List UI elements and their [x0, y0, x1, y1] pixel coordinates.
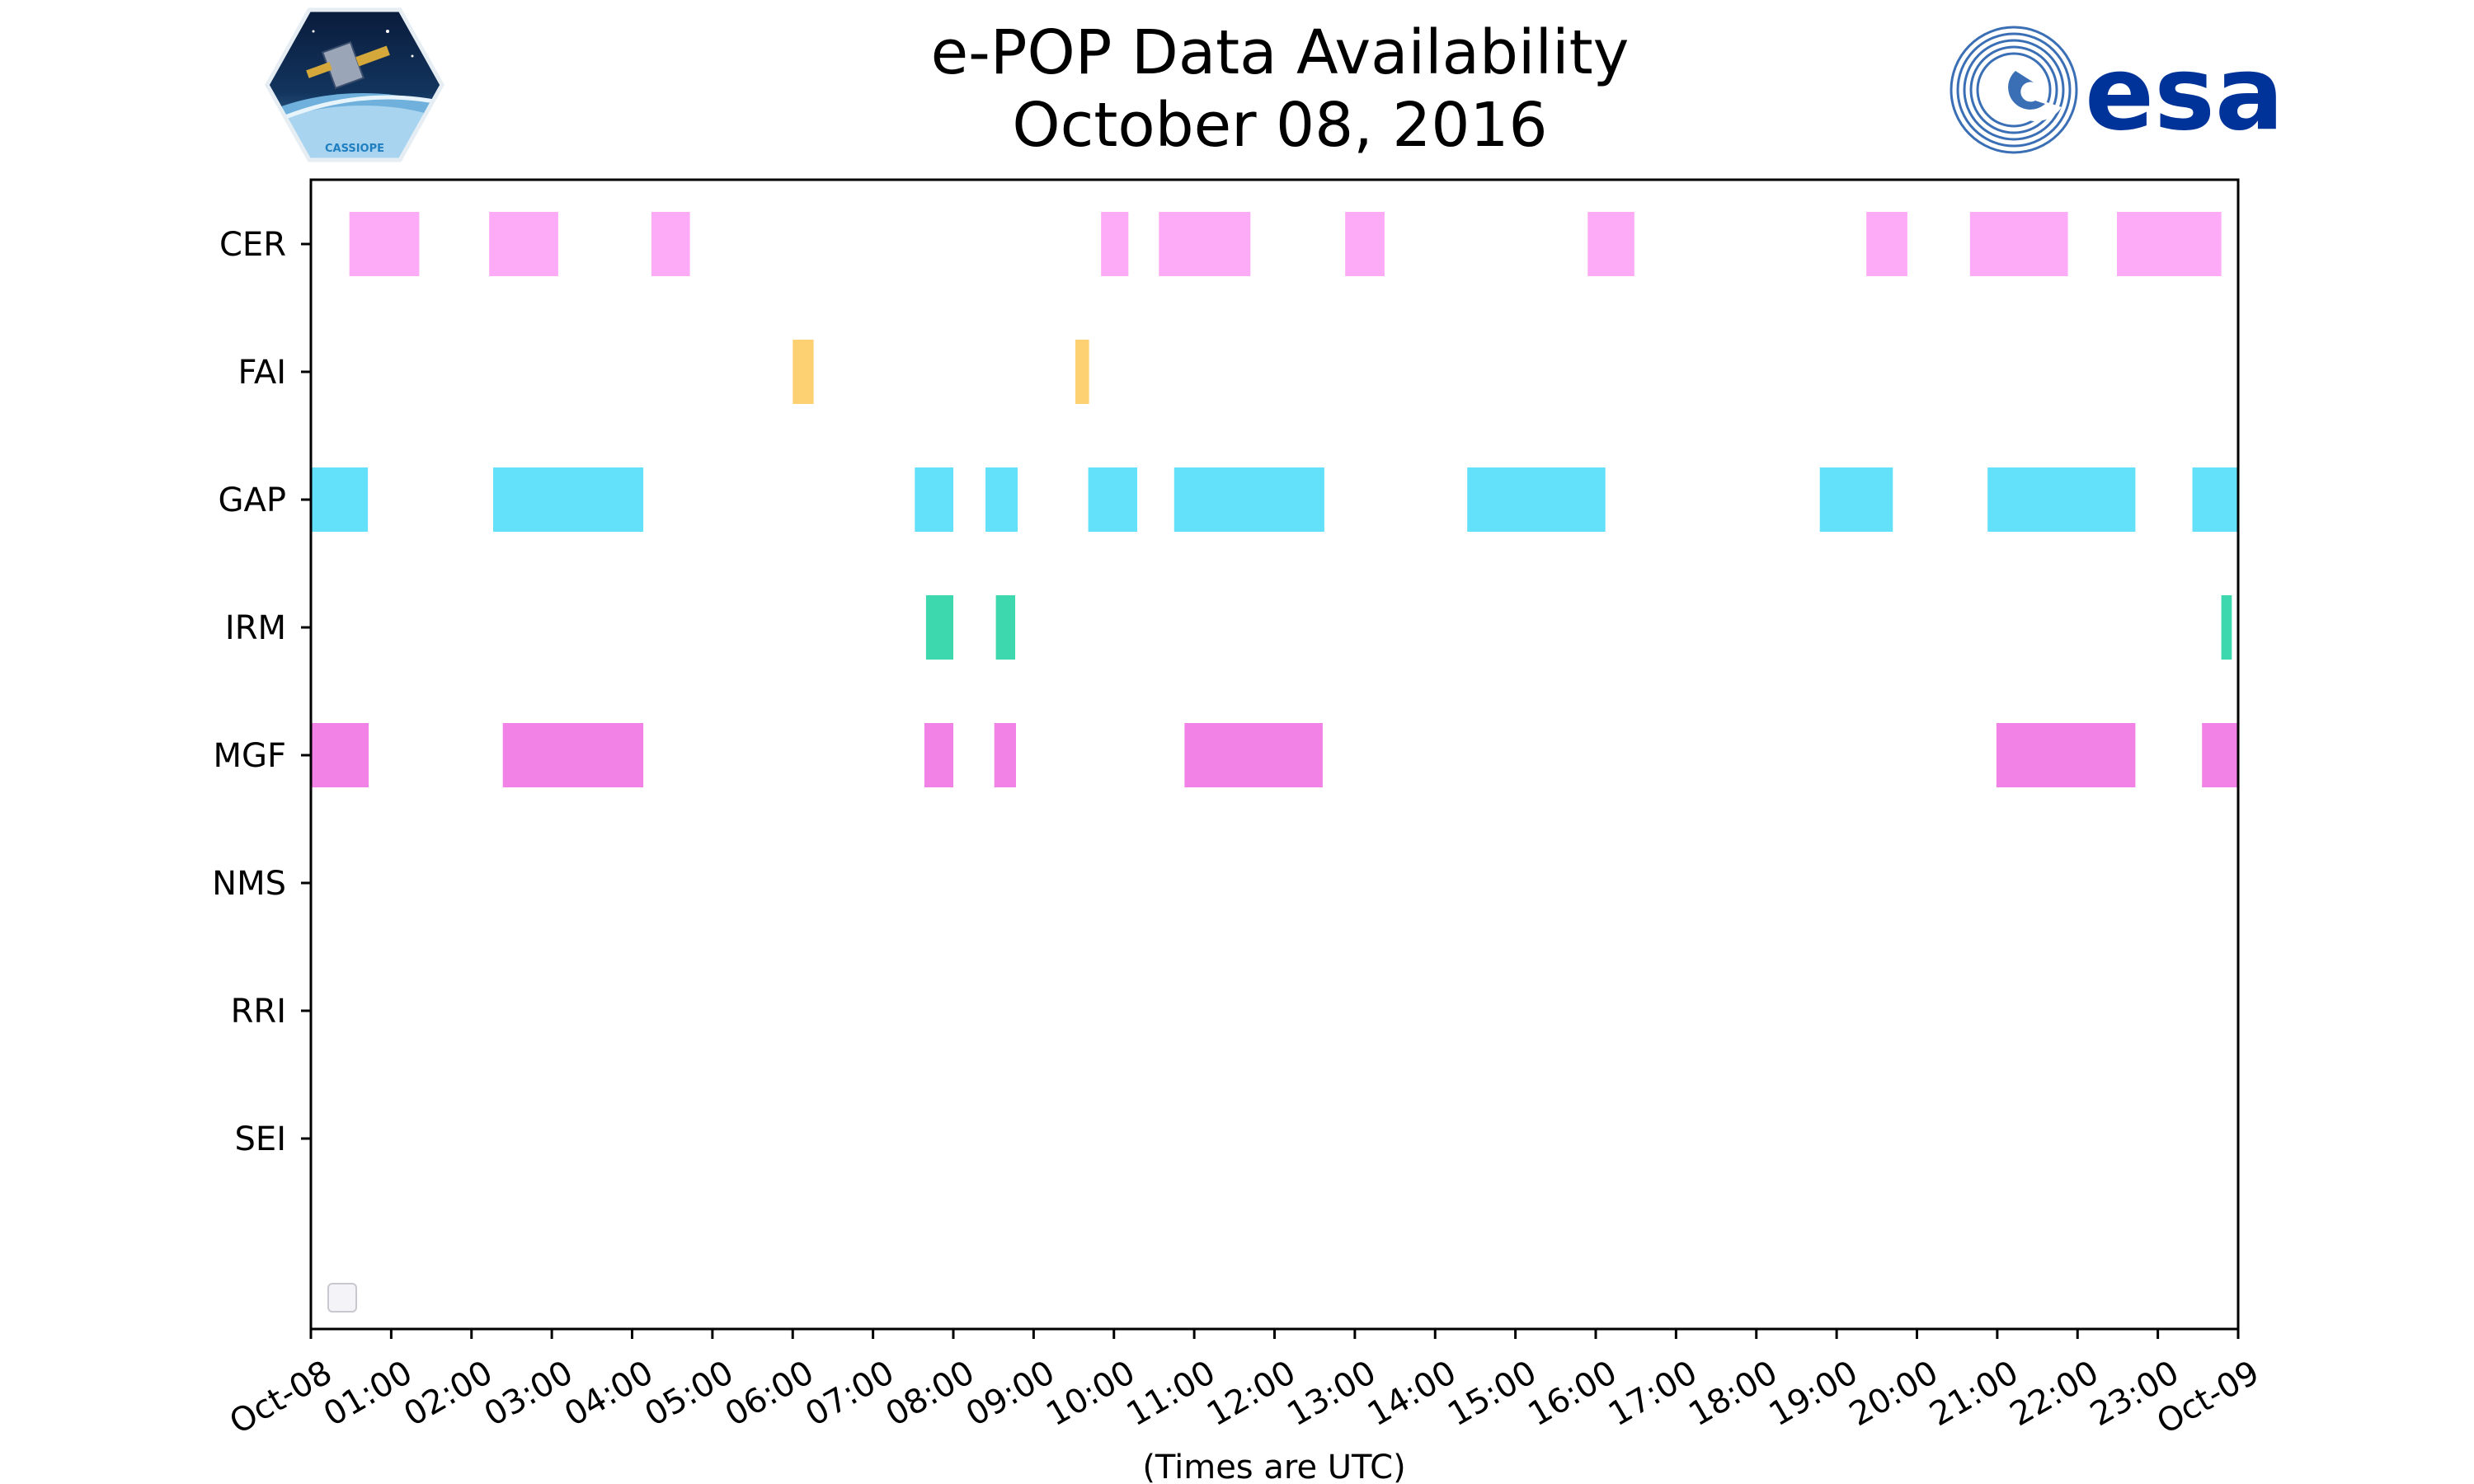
bar-mgf-1 — [502, 723, 644, 787]
y-tick-label-cer: CER — [219, 226, 286, 264]
x-tick-label-10: 10:00 — [1040, 1354, 1141, 1434]
bar-irm-1 — [995, 595, 1015, 660]
x-tick-label-0: Oct-08 — [223, 1354, 338, 1442]
x-tick-label-4: 04:00 — [558, 1354, 660, 1434]
bar-irm-0 — [925, 595, 953, 660]
x-tick-label-19: 19:00 — [1763, 1354, 1865, 1434]
esa-logo: esa — [1950, 26, 2284, 154]
bar-cer-4 — [1159, 212, 1251, 276]
bar-cer-5 — [1345, 212, 1385, 276]
bars-layer — [311, 212, 2238, 787]
x-tick-label-17: 17:00 — [1602, 1354, 1704, 1434]
bar-cer-9 — [2117, 212, 2222, 276]
bar-gap-7 — [1819, 467, 1893, 532]
chart-title-block: e-POP Data Availability October 08, 2016 — [0, 16, 2474, 162]
bar-gap-0 — [311, 467, 369, 532]
bar-gap-9 — [2192, 467, 2238, 532]
x-tick-label-8: 08:00 — [880, 1354, 981, 1434]
bar-fai-1 — [1075, 340, 1089, 404]
x-tick-label-15: 15:00 — [1442, 1354, 1543, 1434]
esa-logo-text: esa — [2085, 35, 2284, 153]
y-tick-label-sei: SEI — [235, 1120, 286, 1158]
x-tick-label-11: 11:00 — [1121, 1354, 1222, 1434]
x-tick-label-1: 01:00 — [317, 1354, 419, 1434]
y-tick-label-rri: RRI — [231, 993, 286, 1031]
x-axis: Oct-0801:0002:0003:0004:0005:0006:0007:0… — [223, 1329, 2265, 1442]
bar-mgf-5 — [1996, 723, 2136, 787]
chart-title: e-POP Data Availability — [930, 17, 1630, 88]
x-tick-label-18: 18:00 — [1682, 1354, 1784, 1434]
bar-gap-4 — [1088, 467, 1137, 532]
bar-mgf-3 — [994, 723, 1016, 787]
bar-irm-2 — [2221, 595, 2232, 660]
y-axis: CER FAI GAP IRM MGF NMS RRI SEI — [212, 226, 311, 1158]
legend-box — [327, 1283, 357, 1313]
x-tick-label-6: 06:00 — [719, 1354, 821, 1434]
x-tick-label-12: 12:00 — [1201, 1354, 1302, 1434]
x-tick-label-14: 14:00 — [1362, 1354, 1463, 1434]
bar-mgf-4 — [1184, 723, 1323, 787]
y-tick-label-gap: GAP — [219, 481, 286, 519]
x-tick-label-5: 05:00 — [638, 1354, 740, 1434]
x-tick-label-13: 13:00 — [1281, 1354, 1382, 1434]
x-tick-label-3: 03:00 — [478, 1354, 580, 1434]
chart-subtitle: October 08, 2016 — [1012, 90, 1548, 161]
bar-mgf-6 — [2202, 723, 2238, 787]
y-tick-label-nms: NMS — [212, 865, 286, 903]
y-tick-label-fai: FAI — [238, 354, 287, 392]
bar-gap-2 — [915, 467, 953, 532]
bar-mgf-2 — [924, 723, 953, 787]
cassiope-logo-text: CASSIOPE — [325, 143, 384, 155]
bar-gap-5 — [1174, 467, 1324, 532]
bar-cer-3 — [1101, 212, 1129, 276]
bar-mgf-0 — [311, 723, 369, 787]
bar-gap-1 — [493, 467, 644, 532]
x-tick-label-2: 02:00 — [397, 1354, 499, 1434]
bar-cer-2 — [651, 212, 690, 276]
x-axis-label: (Times are UTC) — [1142, 1449, 1405, 1484]
x-tick-label-9: 09:00 — [960, 1354, 1061, 1434]
bar-cer-0 — [349, 212, 420, 276]
x-tick-label-21: 21:00 — [1923, 1354, 2025, 1434]
bar-cer-6 — [1587, 212, 1634, 276]
bar-cer-7 — [1866, 212, 1907, 276]
x-tick-label-22: 22:00 — [2004, 1354, 2105, 1434]
bar-gap-3 — [985, 467, 1018, 532]
y-tick-label-irm: IRM — [225, 609, 286, 647]
x-tick-label-16: 16:00 — [1522, 1354, 1624, 1434]
bar-gap-8 — [1987, 467, 2136, 532]
bar-gap-6 — [1467, 467, 1606, 532]
bar-fai-0 — [793, 340, 814, 404]
x-tick-label-20: 20:00 — [1843, 1354, 1945, 1434]
x-tick-label-7: 07:00 — [799, 1354, 901, 1434]
y-tick-label-mgf: MGF — [213, 737, 286, 775]
bar-cer-8 — [1969, 212, 2068, 276]
cassiope-logo: CASSIOPE — [265, 7, 444, 162]
bar-cer-1 — [489, 212, 558, 276]
